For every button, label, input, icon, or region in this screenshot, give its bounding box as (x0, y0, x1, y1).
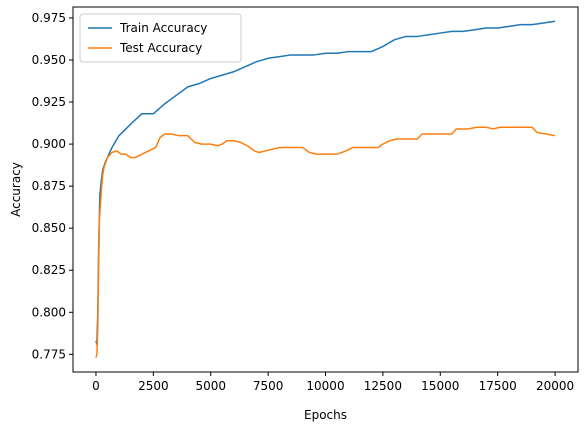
series-line-test (95, 126, 556, 358)
x-tick-label: 17500 (479, 379, 517, 393)
x-tick-label: 7500 (253, 379, 284, 393)
x-tick-label: 10000 (306, 379, 344, 393)
y-tick-label: 0.850 (32, 221, 66, 235)
x-tick-label: 5000 (195, 379, 226, 393)
y-tick-label: 0.950 (32, 53, 66, 67)
x-axis-title: Epochs (304, 408, 347, 422)
y-tick-label: 0.925 (32, 95, 66, 109)
legend-label-test: Test Accuracy (119, 41, 202, 55)
y-tick-label: 0.975 (32, 11, 66, 25)
legend: Train Accuracy Test Accuracy (79, 13, 242, 63)
plot-lines (95, 20, 556, 358)
x-axis-ticks: 0 2500 5000 7500 10000 12500 15000 17500 20000 (92, 372, 574, 393)
y-tick-label: 0.875 (32, 179, 66, 193)
y-tick-label: 0.800 (32, 305, 66, 319)
legend-label-train: Train Accuracy (119, 21, 207, 35)
y-tick-label: 0.900 (32, 137, 66, 151)
y-axis-title: Accuracy (9, 162, 23, 217)
y-axis-ticks: 0.775 0.800 0.825 0.850 0.875 0.900 0.925 0.950… (32, 11, 73, 361)
x-tick-label: 15000 (421, 379, 459, 393)
legend-box (79, 13, 242, 63)
x-tick-label: 2500 (138, 379, 169, 393)
x-tick-label: 20000 (536, 379, 574, 393)
x-tick-label: 12500 (364, 379, 402, 393)
y-tick-label: 0.775 (32, 347, 66, 361)
x-tick-label: 0 (92, 379, 100, 393)
y-tick-label: 0.825 (32, 263, 66, 277)
